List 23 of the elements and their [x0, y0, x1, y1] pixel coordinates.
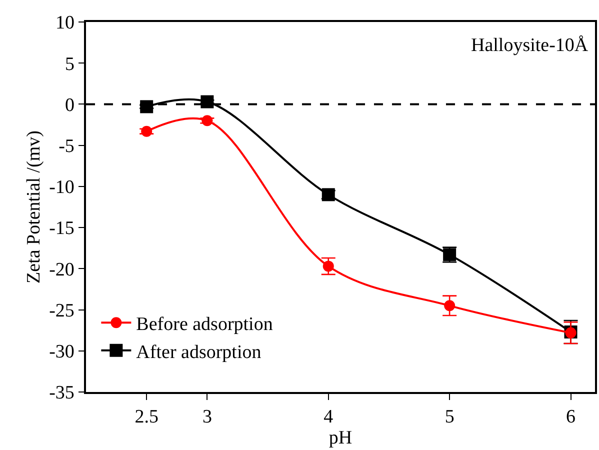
legend-label: After adsorption	[136, 342, 262, 363]
y-tick-label: 0	[64, 94, 74, 116]
point	[200, 95, 214, 108]
x-tick-label: 4	[324, 406, 334, 428]
y-tick-label: -10	[49, 177, 74, 198]
legend-label: Before adsorption	[136, 314, 274, 336]
point	[202, 115, 213, 126]
x-tick-label: 5	[444, 406, 454, 428]
y-tick-label: 10	[55, 12, 74, 34]
y-tick-label: -5	[58, 136, 74, 157]
y-tick-label: -15	[49, 218, 74, 240]
y-axis-title: Zeta Potential /(mv)	[23, 130, 44, 284]
y-tick-label: 5	[64, 54, 74, 75]
y-tick-label: -25	[49, 300, 74, 322]
point	[141, 126, 152, 137]
y-tick-label: -35	[49, 382, 74, 404]
x-tick-label: 3	[202, 406, 212, 428]
x-axis-title: pH	[328, 428, 352, 449]
x-tick-label: 2.5	[134, 406, 158, 428]
y-tick-label: -20	[49, 259, 74, 280]
y-tick-label: -30	[49, 342, 74, 363]
x-tick-label: 6	[566, 406, 576, 428]
annotation: Halloysite-10Å	[471, 35, 588, 56]
